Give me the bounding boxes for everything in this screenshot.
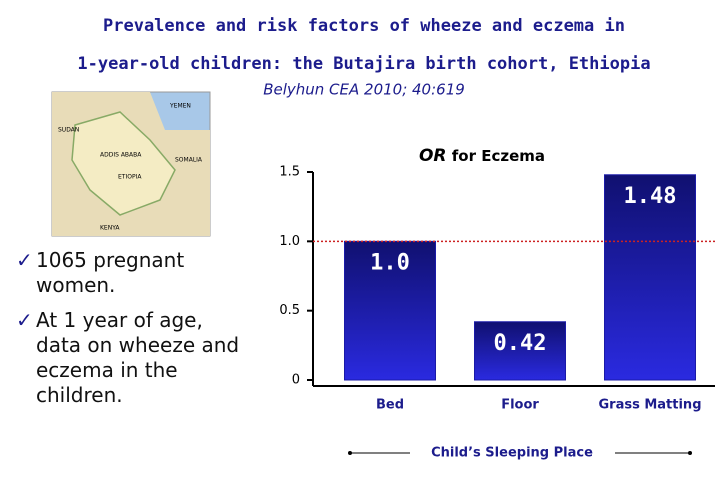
map-label: KENYA [100, 225, 120, 232]
bullet: ✓ 1065 pregnant women. [16, 248, 248, 298]
bar [474, 321, 566, 381]
bar [344, 240, 436, 381]
y-tick-label: 0.5 [279, 303, 300, 318]
data-label: 0.42 [494, 331, 547, 356]
data-label: 1.0 [370, 250, 410, 275]
y-tick-label: 1.5 [279, 165, 300, 180]
map: YEMEN SUDAN ETIOPIA SOMALIA KENYA ADDIS … [51, 91, 211, 237]
title: Prevalence and risk factors of wheeze an… [103, 16, 625, 36]
chart-title: OR for Eczema [419, 146, 545, 166]
x-tick-label: Floor [501, 398, 539, 413]
xlabel-rule-end [348, 451, 352, 455]
map-label: ETIOPIA [118, 174, 142, 181]
x-tick-label: Bed [376, 398, 404, 413]
map-label: SUDAN [58, 127, 79, 134]
x-tick-label: Grass Matting [598, 398, 701, 413]
data-label: 1.48 [624, 184, 677, 209]
title: 1-year-old children: the Butajira birth … [77, 54, 650, 74]
bar [604, 174, 696, 381]
map-label: YEMEN [169, 103, 191, 110]
chart-title-emphasis: OR [419, 146, 447, 166]
bullet-list: ✓ 1065 pregnant women. ✓ At 1 year of age,… [16, 248, 248, 418]
bullet-text: 1065 pregnant women. [36, 248, 185, 297]
y-tick-label: 1.0 [279, 234, 300, 249]
xlabel-rule-end [688, 451, 692, 455]
bullet: ✓ At 1 year of age, data on wheeze and ec… [16, 308, 248, 408]
map-label: SOMALIA [175, 157, 203, 164]
map-label: ADDIS ABABA [100, 152, 142, 159]
citation: Belyhun CEA 2010; 40:619 [263, 81, 465, 99]
map-country [71, 111, 176, 216]
bullet-text: At 1 year of age, data on wheeze and ecz… [36, 308, 240, 407]
y-tick-label: 0 [292, 373, 300, 388]
x-axis-label: Child’s Sleeping Place [431, 446, 593, 461]
chart-title-text: for Eczema [452, 147, 545, 165]
